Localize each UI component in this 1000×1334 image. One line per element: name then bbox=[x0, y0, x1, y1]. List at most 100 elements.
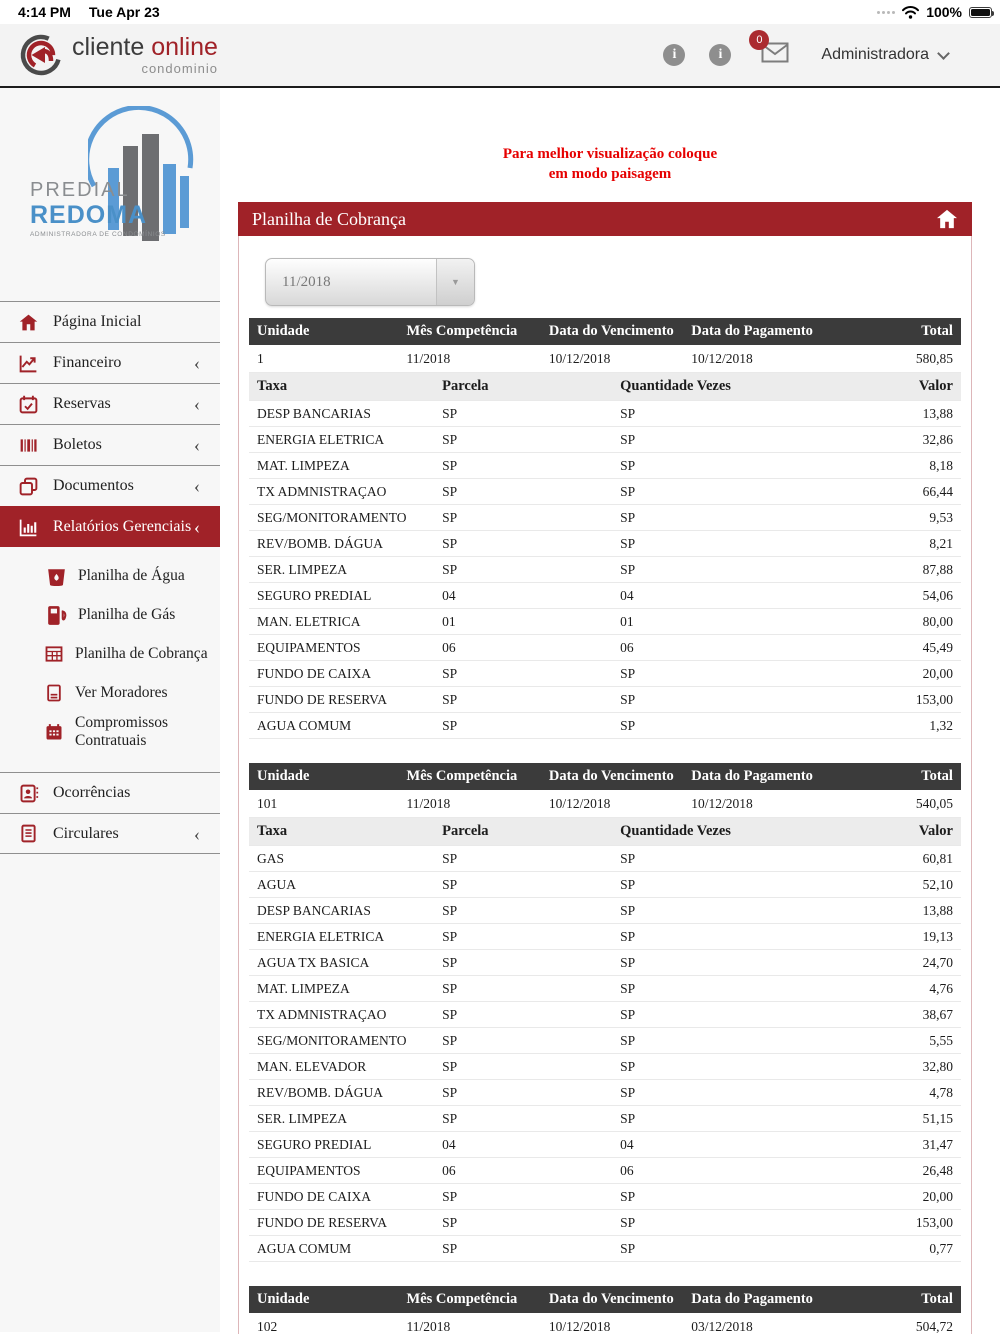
spreadsheet-icon bbox=[45, 646, 63, 662]
cellular-signal-icon bbox=[877, 10, 896, 14]
wifi-icon bbox=[902, 5, 920, 19]
period-select-value: 11/2018 bbox=[282, 273, 331, 290]
taxa-valor: 45,49 bbox=[922, 639, 953, 655]
unit-vencimento: 10/12/2018 bbox=[548, 1318, 611, 1334]
submenu-item-planilha-agua[interactable]: Planilha de Água bbox=[44, 561, 220, 591]
taxa-valor: 8,18 bbox=[929, 457, 953, 473]
taxa-parcela: 04 bbox=[442, 587, 456, 603]
taxa-rows: GAS SP SP 60,81 AGUA SP SP 52,10 DESP BA… bbox=[249, 846, 961, 1262]
sidebar-item-circulares[interactable]: Circulares ‹ bbox=[0, 813, 220, 854]
taxa-parcela: SP bbox=[442, 483, 458, 499]
taxa-valor: 87,88 bbox=[922, 561, 953, 577]
taxa-quantidade: SP bbox=[620, 1032, 636, 1048]
page-title: Planilha de Cobrança bbox=[252, 208, 406, 229]
taxa-row: AGUA SP SP 52,10 bbox=[249, 872, 961, 898]
taxa-valor: 5,55 bbox=[929, 1032, 953, 1048]
battery-percent: 100% bbox=[926, 4, 962, 20]
taxa-rows: DESP BANCARIAS SP SP 13,88 ENERGIA ELETR… bbox=[249, 401, 961, 739]
sidebar-item-ocorrencias[interactable]: Ocorrências bbox=[0, 772, 220, 813]
taxa-row: FUNDO DE CAIXA SP SP 20,00 bbox=[249, 1184, 961, 1210]
taxa-quantidade: SP bbox=[620, 902, 636, 918]
taxa-parcela: SP bbox=[442, 457, 458, 473]
submenu-item-planilha-cobranca[interactable]: Planilha de Cobrança bbox=[44, 639, 220, 669]
taxa-parcela: SP bbox=[442, 928, 458, 944]
taxa-parcela: 01 bbox=[442, 613, 456, 629]
info-icon-2[interactable]: i bbox=[709, 44, 732, 66]
taxa-valor: 32,80 bbox=[922, 1058, 953, 1074]
taxa-name: SEG/MONITORAMENTO bbox=[257, 509, 407, 525]
taxa-header-row: Taxa Parcela Quantidade Vezes Valor bbox=[249, 373, 961, 401]
sidebar-item-relatorios-gerenciais[interactable]: Relatórios Gerenciais ‹ bbox=[0, 506, 220, 547]
period-select[interactable]: 11/2018 ▼ bbox=[265, 258, 475, 306]
unit-total: 540,05 bbox=[915, 795, 953, 811]
bar-chart-icon bbox=[19, 519, 37, 536]
select-arrow-icon: ▼ bbox=[436, 259, 474, 305]
taxa-valor: 4,76 bbox=[929, 980, 953, 996]
sidebar: PREDIAL REDOMA ADMINISTRADORA DE CONDOMÍ… bbox=[0, 88, 220, 1332]
taxa-valor: 1,32 bbox=[929, 717, 953, 733]
submenu-item-compromissos-contratuais[interactable]: Compromissos Contratuais bbox=[44, 714, 220, 749]
taxa-name: SER. LIMPEZA bbox=[257, 561, 348, 577]
taxa-valor: 52,10 bbox=[922, 876, 953, 892]
taxa-parcela: SP bbox=[442, 561, 458, 577]
taxa-quantidade: SP bbox=[620, 483, 636, 499]
taxa-row: FUNDO DE RESERVA SP SP 153,00 bbox=[249, 1210, 961, 1236]
taxa-quantidade: SP bbox=[620, 1006, 636, 1022]
taxa-valor: 4,78 bbox=[929, 1084, 953, 1100]
taxa-valor: 24,70 bbox=[922, 954, 953, 970]
taxa-row: MAN. ELETRICA 01 01 80,00 bbox=[249, 609, 961, 635]
logo-line-admin: ADMINISTRADORA DE CONDOMÍNIOS bbox=[30, 231, 166, 238]
account-menu[interactable]: Administradora bbox=[821, 46, 950, 64]
taxa-quantidade: SP bbox=[620, 457, 636, 473]
unit-list: Unidade Mês Competência Data do Vencimen… bbox=[249, 318, 961, 1334]
sidebar-item-pagina-inicial[interactable]: Página Inicial bbox=[0, 301, 220, 342]
taxa-row: REV/BOMB. DÁGUA SP SP 8,21 bbox=[249, 531, 961, 557]
taxa-parcela: SP bbox=[442, 1006, 458, 1022]
taxa-parcela: SP bbox=[442, 850, 458, 866]
unit-number: 102 bbox=[257, 1318, 278, 1334]
mail-badge: 0 bbox=[749, 30, 770, 50]
chevron-icon: ‹ bbox=[194, 394, 200, 414]
sidebar-item-financeiro[interactable]: Financeiro ‹ bbox=[0, 342, 220, 383]
swirl-logo-icon bbox=[20, 34, 62, 76]
unit-competencia: 11/2018 bbox=[406, 1318, 451, 1334]
documents-icon bbox=[19, 477, 38, 495]
unit-number: 1 bbox=[257, 350, 264, 366]
taxa-quantidade: SP bbox=[620, 1084, 636, 1100]
submenu-item-planilha-gas[interactable]: Planilha de Gás bbox=[44, 600, 220, 630]
relatorios-submenu: Planilha de Água Planilha de Gás Planilh… bbox=[0, 547, 220, 772]
sidebar-item-reservas[interactable]: Reservas ‹ bbox=[0, 383, 220, 424]
taxa-valor: 0,77 bbox=[929, 1240, 953, 1256]
cliente-online-logo: cliente online condominio bbox=[18, 32, 218, 78]
home-icon bbox=[19, 314, 38, 330]
info-icon-1[interactable]: i bbox=[663, 44, 686, 66]
taxa-valor: 80,00 bbox=[922, 613, 953, 629]
logo-word-online: online bbox=[151, 33, 218, 61]
panel-title-bar: Planilha de Cobrança bbox=[238, 202, 972, 236]
planilha-cobranca-panel: Planilha de Cobrança 11/2018 ▼ Unidade M… bbox=[238, 202, 972, 1334]
taxa-row: AGUA COMUM SP SP 1,32 bbox=[249, 713, 961, 739]
status-bar: 4:14 PM Tue Apr 23 100% bbox=[0, 0, 1000, 24]
taxa-valor: 51,15 bbox=[922, 1110, 953, 1126]
taxa-quantidade: SP bbox=[620, 665, 636, 681]
taxa-valor: 8,21 bbox=[929, 535, 953, 551]
taxa-valor: 20,00 bbox=[922, 665, 953, 681]
taxa-row: FUNDO DE RESERVA SP SP 153,00 bbox=[249, 687, 961, 713]
taxa-name: MAN. ELEVADOR bbox=[257, 1058, 367, 1074]
taxa-quantidade: 04 bbox=[620, 587, 634, 603]
taxa-parcela: SP bbox=[442, 876, 458, 892]
sidebar-item-boletos[interactable]: Boletos ‹ bbox=[0, 424, 220, 465]
messages-button[interactable]: 0 bbox=[749, 30, 789, 68]
taxa-name: AGUA COMUM bbox=[257, 1240, 352, 1256]
home-button-icon[interactable] bbox=[936, 209, 958, 229]
submenu-item-ver-moradores[interactable]: Ver Moradores bbox=[44, 678, 220, 708]
unit-pagamento: 10/12/2018 bbox=[691, 795, 753, 811]
unit-summary-row: 101 11/2018 10/12/2018 10/12/2018 540,05 bbox=[249, 790, 961, 818]
taxa-parcela: SP bbox=[442, 1188, 458, 1204]
taxa-name: EQUIPAMENTOS bbox=[257, 1162, 361, 1178]
taxa-name: SER. LIMPEZA bbox=[257, 1110, 348, 1126]
taxa-parcela: SP bbox=[442, 691, 458, 707]
taxa-quantidade: SP bbox=[620, 1058, 636, 1074]
unit-table: Unidade Mês Competência Data do Vencimen… bbox=[249, 1286, 961, 1334]
sidebar-item-documentos[interactable]: Documentos ‹ bbox=[0, 465, 220, 506]
